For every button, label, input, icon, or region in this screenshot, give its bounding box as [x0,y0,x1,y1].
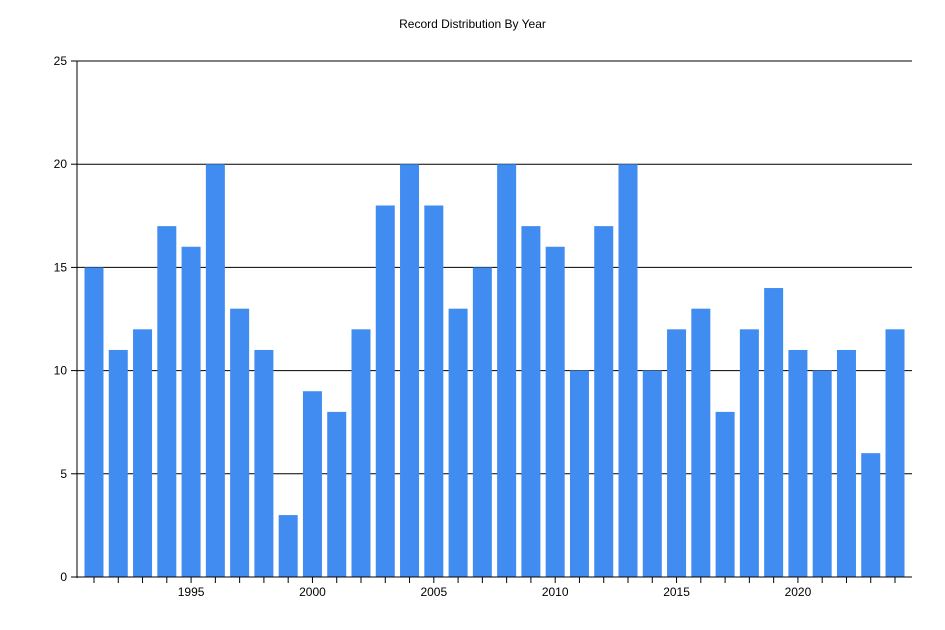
chart-title: Record Distribution By Year [399,17,546,31]
bar-2009 [521,226,541,577]
bar-2007 [472,267,492,577]
y-tick-label: 15 [54,260,68,274]
bar-2012 [594,226,614,577]
bar-2010 [545,246,565,577]
bar-1993 [133,329,153,577]
y-tick-label: 10 [54,364,68,378]
bar-2001 [327,411,347,577]
bar-2002 [351,329,371,577]
x-tick-label: 2020 [785,585,812,599]
bar-1992 [108,349,128,577]
bar-1997 [230,308,250,577]
bar-2018 [739,329,759,577]
bar-2003 [375,205,395,578]
x-tick-label: 2010 [542,585,569,599]
bar-2021 [812,370,832,577]
bar-2008 [497,164,517,577]
bar-2019 [764,288,784,577]
bar-1995 [181,246,201,577]
bar-2020 [788,349,808,577]
bar-2005 [424,205,444,578]
bar-2011 [569,370,589,577]
bar-2000 [302,391,322,577]
bar-2022 [836,349,856,577]
y-tick-label: 25 [54,54,68,68]
gridlines [77,60,912,475]
bar-1998 [254,349,274,577]
bar-2014 [642,370,662,577]
bar-2024 [885,329,905,577]
y-tick-label: 5 [60,467,67,481]
bar-2023 [861,453,881,577]
bars [84,164,905,578]
y-tick-label: 20 [54,157,68,171]
x-tick-label: 2015 [663,585,690,599]
bar-1999 [278,515,298,577]
bar-2013 [618,164,638,577]
bar-1994 [157,226,177,577]
bar-1991 [84,267,104,577]
axes [71,60,912,583]
bar-2006 [448,308,468,577]
x-tick-label: 2005 [420,585,447,599]
bar-2016 [691,308,711,577]
bar-1996 [205,164,225,577]
bar-2004 [400,164,420,577]
bar-2017 [715,411,735,577]
bar-2015 [667,329,687,577]
x-tick-label: 1995 [178,585,205,599]
y-tick-label: 0 [60,570,67,584]
x-tick-label: 2000 [299,585,326,599]
tick-labels: 0 5 10 15 20 25 1995 2000 2005 2010 2015 2020 [54,54,812,599]
